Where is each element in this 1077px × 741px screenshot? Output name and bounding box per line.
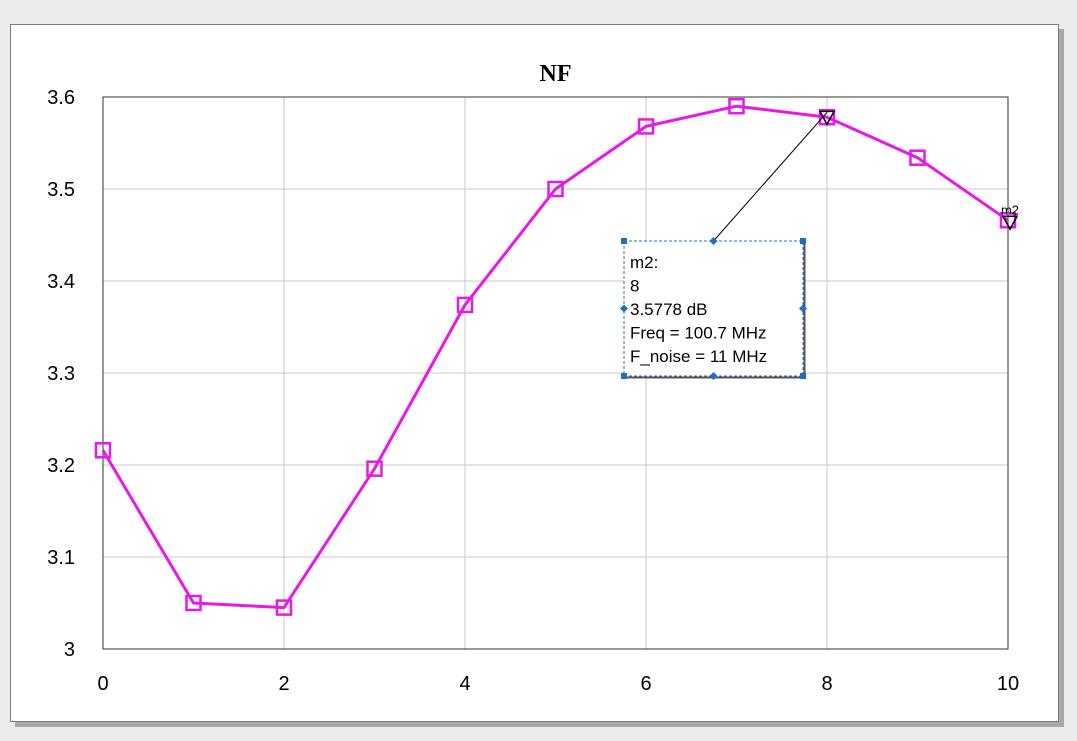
data-point-marker	[909, 149, 926, 166]
data-point-marker	[366, 460, 383, 477]
data-point-marker	[637, 118, 655, 135]
nf-chart: NF 0 2 4 6 8 10 3 3.1 3.2 3.3 3.4 3.5 3.6 m2: 8 3.5778…	[47, 61, 1019, 695]
marker-readout-box[interactable]	[623, 240, 804, 377]
marker-m2-end-triangle[interactable]	[1001, 215, 1019, 231]
tick-labels: 0 2 4 6 8 10 3 3.1 3.2 3.3 3.4 3.5 3.6	[47, 87, 1019, 695]
resize-handle[interactable]	[709, 372, 718, 380]
data-point-marker	[728, 97, 745, 115]
x-tick-label: 6	[640, 673, 651, 695]
resize-handle[interactable]	[800, 373, 806, 379]
y-tick-label: 3.3	[47, 363, 75, 385]
marker-readout-line: Freq = 100.7 MHz	[630, 324, 767, 343]
y-tick-label: 3.2	[47, 455, 75, 477]
marker-readout-line: F_noise = 11 MHz	[630, 347, 767, 366]
series-group	[94, 97, 1017, 616]
x-tick-label: 10	[997, 673, 1019, 695]
resize-handle[interactable]	[621, 373, 627, 379]
resize-handle[interactable]	[800, 238, 806, 244]
x-tick-label: 4	[459, 673, 470, 695]
marker-label: m2	[1001, 202, 1019, 217]
data-point-marker	[456, 296, 474, 314]
x-tick-label: 0	[97, 673, 108, 695]
x-tick-label: 8	[821, 673, 832, 695]
marker-readout-line: 3.5778 dB	[630, 300, 708, 319]
y-tick-label: 3.5	[47, 179, 75, 201]
marker-m2-triangle[interactable]	[818, 110, 836, 127]
y-tick-label: 3.1	[47, 547, 75, 569]
y-tick-label: 3	[64, 639, 75, 661]
chart-panel: NF 0 2 4 6 8 10 3 3.1 3.2 3.3 3.4 3.5 3.6 m2: 8 3.5778…	[10, 24, 1059, 722]
resize-handle[interactable]	[709, 237, 718, 245]
y-tick-label: 3.6	[47, 87, 75, 109]
series-line	[101, 104, 1009, 610]
chart-title: NF	[540, 61, 572, 87]
data-point-marker	[275, 599, 293, 616]
marker-group[interactable]: m2: 8 3.5778 dB Freq = 100.7 MHz F_noise = 1…	[620, 110, 1019, 380]
resize-handle[interactable]	[621, 238, 627, 244]
grid	[103, 97, 1008, 649]
data-point-marker	[185, 594, 202, 612]
resize-handle[interactable]	[620, 304, 628, 313]
x-tick-label: 2	[278, 673, 289, 695]
y-tick-label: 3.4	[47, 271, 75, 293]
marker-readout-line: 8	[630, 277, 639, 296]
resize-handle[interactable]	[799, 304, 807, 313]
plot-frame	[102, 96, 1009, 650]
data-point-marker	[547, 180, 564, 198]
marker-readout-line: m2:	[630, 253, 658, 272]
data-point-marker	[94, 442, 112, 459]
marker-leader-line	[713, 112, 828, 242]
